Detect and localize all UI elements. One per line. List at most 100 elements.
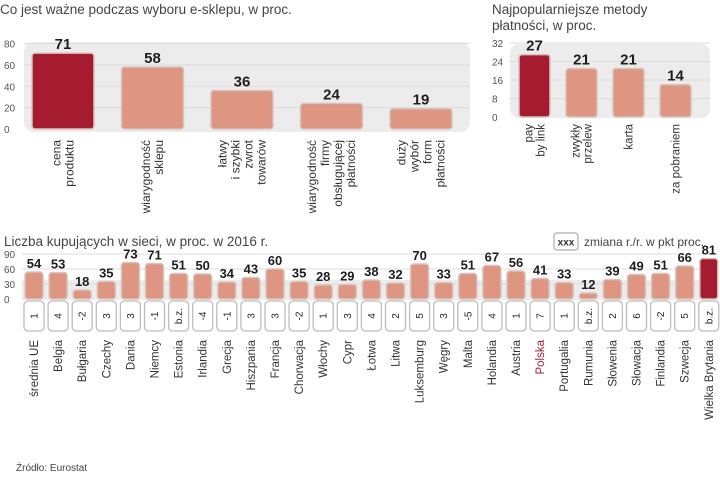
bar <box>144 262 165 300</box>
bar-group: 33 Węgry 3 <box>433 267 455 373</box>
category-label: towarów <box>255 140 269 185</box>
bar-group: 35 Czechy 3 <box>95 266 117 378</box>
eshop-factors-chart: Co jest ważne podczas wyboru e-sklepu, w… <box>0 2 470 214</box>
data-label: 67 <box>485 250 499 265</box>
change-box <box>408 300 431 332</box>
bar <box>612 67 645 118</box>
data-label: 35 <box>292 266 306 281</box>
bar-group: 41 Polska 7 <box>529 263 551 375</box>
change-box <box>312 300 334 332</box>
category-label: Bułgaria <box>77 339 89 382</box>
source-note: Źródło: Eurostat <box>16 461 87 474</box>
bar-group: 71 Niemcy -1 <box>143 248 166 379</box>
bar-group: 28 Włochy 1 <box>312 269 334 378</box>
change-box <box>481 300 503 332</box>
change-box <box>47 300 69 332</box>
bar-group: 35 Chorwacja -2 <box>288 266 310 394</box>
change-value: 3 <box>246 313 257 319</box>
data-label: 66 <box>677 250 691 265</box>
y-tick-label: 20 <box>4 104 16 115</box>
change-value: 7 <box>536 313 547 319</box>
category-label: karta <box>624 123 636 149</box>
category-label: Holandia <box>487 339 499 385</box>
category-label: Finlandia <box>656 339 668 386</box>
change-value: 3 <box>439 313 450 319</box>
change-value: b.z. <box>584 308 595 324</box>
bar <box>210 89 274 130</box>
change-value: 3 <box>343 313 354 319</box>
legend-box <box>553 232 579 251</box>
bar-group: 27 pay by link <box>518 38 551 157</box>
legend: xxx zmiana r./r. w pkt proc. <box>553 232 704 251</box>
change-box <box>240 300 262 332</box>
bar-group: 12 Rumunia b.z. <box>577 277 599 386</box>
change-box <box>336 300 358 332</box>
change-value: -4 <box>198 311 209 320</box>
bar <box>626 273 647 300</box>
data-label: 27 <box>526 38 543 55</box>
category-label: płatności <box>434 140 448 187</box>
bar-group: 51 Malta -5 <box>457 258 479 368</box>
data-label: 41 <box>533 263 547 278</box>
bar <box>313 284 333 300</box>
category-label: Malta <box>463 339 475 368</box>
y-tick-label: 30 <box>4 280 16 291</box>
bar <box>299 102 364 130</box>
bar <box>217 281 237 300</box>
category-label: sklepu <box>152 140 166 175</box>
data-label: 50 <box>195 258 209 273</box>
bar-group: 53 Belgia 4 <box>47 257 69 372</box>
category-label: Litwa <box>391 339 403 366</box>
y-tick-label: 0 <box>4 295 10 306</box>
data-label: 71 <box>55 36 72 53</box>
change-value: 5 <box>680 313 691 319</box>
data-label: 81 <box>702 243 716 258</box>
bar-highlighted <box>699 257 719 300</box>
category-label: pay <box>524 124 536 143</box>
online-shoppers-chart: Liczba kupujących w sieci, w proc. w 201… <box>4 232 720 420</box>
category-label: Estonia <box>174 339 186 378</box>
category-label: obsługującej <box>331 140 345 207</box>
change-value: 3 <box>126 313 137 319</box>
category-label: Włochy <box>318 340 330 378</box>
category-label: Polska <box>535 339 547 374</box>
data-label: 73 <box>123 247 137 262</box>
category-label: płatności <box>344 140 358 187</box>
bar-group: 54 średnia UE 1 <box>23 256 45 397</box>
change-value: 5 <box>415 313 426 319</box>
change-box <box>433 300 455 332</box>
change-box <box>288 300 310 332</box>
data-label: 35 <box>99 266 113 281</box>
bar-group: 51 Estonia b.z. <box>167 258 190 378</box>
data-label: 53 <box>51 257 65 272</box>
category-label: by link <box>536 124 548 157</box>
change-value: 1 <box>560 313 571 319</box>
y-tick-label: 8 <box>492 95 498 106</box>
change-box <box>192 300 214 332</box>
change-value: 2 <box>608 313 619 319</box>
change-box <box>553 300 575 332</box>
category-label: Cypr <box>342 340 354 364</box>
change-value: 4 <box>487 313 498 319</box>
change-value: -1 <box>222 311 233 320</box>
change-box <box>95 300 117 332</box>
category-label: Szwecja <box>680 339 692 382</box>
category-label: wybór <box>408 140 422 173</box>
category-label: produktu <box>63 140 77 187</box>
bar <box>72 289 92 300</box>
category-label: Niemcy <box>150 340 162 379</box>
bar-group: 29 Cypr 3 <box>336 269 358 364</box>
online-shoppers-title: Liczba kupujących w sieci, w proc. w 201… <box>4 234 268 249</box>
bar <box>241 276 261 300</box>
y-tick-label: 40 <box>4 82 16 93</box>
change-box <box>384 300 407 332</box>
data-label: 38 <box>364 264 378 279</box>
y-tick-label: 60 <box>4 61 16 72</box>
data-label: 70 <box>412 248 426 263</box>
bar <box>289 280 309 300</box>
category-label: Luksemburg <box>415 340 427 403</box>
bar <box>659 83 692 118</box>
change-value: 1 <box>319 313 330 319</box>
category-label: Węgry <box>439 340 451 373</box>
data-label: 54 <box>27 256 42 271</box>
